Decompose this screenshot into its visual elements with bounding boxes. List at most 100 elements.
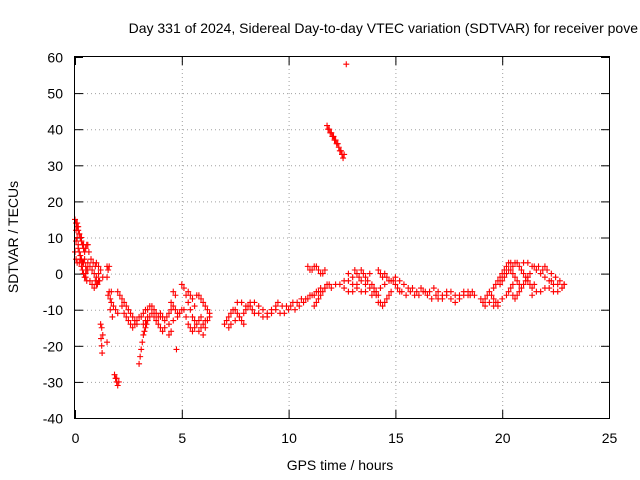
y-axis-label: SDTVAR / TECUs xyxy=(5,181,21,293)
data-point-marker xyxy=(548,277,555,284)
data-point-marker xyxy=(118,295,125,302)
data-point-marker xyxy=(294,299,301,306)
data-point-marker xyxy=(494,299,501,306)
data-point-marker xyxy=(106,263,113,270)
chart-title: Day 331 of 2024, Sidereal Day-to-day VTE… xyxy=(129,20,639,36)
data-point-marker xyxy=(325,126,332,133)
data-point-marker xyxy=(153,317,160,324)
data-point-marker xyxy=(191,303,198,310)
data-point-marker xyxy=(144,306,151,313)
data-point-marker xyxy=(447,295,454,302)
data-point-marker xyxy=(185,321,192,328)
data-point-marker xyxy=(285,306,292,313)
data-point-marker xyxy=(336,281,343,288)
data-point-marker xyxy=(137,353,144,360)
data-point-marker xyxy=(104,339,111,346)
data-point-marker xyxy=(121,299,128,306)
data-point-marker xyxy=(168,328,175,335)
data-point-marker xyxy=(514,292,521,299)
data-point-marker xyxy=(541,263,548,270)
data-point-marker xyxy=(381,270,388,277)
data-point-marker xyxy=(180,306,187,313)
data-point-marker xyxy=(249,306,256,313)
data-point-marker xyxy=(264,313,271,320)
data-point-marker xyxy=(503,292,510,299)
data-point-marker xyxy=(537,270,544,277)
data-point-marker xyxy=(482,295,489,302)
data-point-marker xyxy=(524,277,531,284)
data-point-marker xyxy=(238,317,245,324)
data-point-marker xyxy=(533,266,540,273)
data-point-marker xyxy=(403,292,410,299)
data-point-marker xyxy=(178,281,185,288)
x-tick-label: 5 xyxy=(178,430,186,446)
data-point-marker xyxy=(358,277,365,284)
data-point-marker xyxy=(524,259,531,266)
data-point-marker xyxy=(95,270,102,277)
data-point-marker xyxy=(255,303,262,310)
data-point-marker xyxy=(488,292,495,299)
data-point-marker xyxy=(78,234,85,241)
data-point-marker xyxy=(327,129,334,136)
x-tick-label: 20 xyxy=(495,430,511,446)
data-point-marker xyxy=(358,266,365,273)
data-point-marker xyxy=(360,270,367,277)
data-point-marker xyxy=(105,266,112,273)
data-point-marker xyxy=(255,310,262,317)
data-point-marker xyxy=(398,288,405,295)
data-point-marker xyxy=(93,281,100,288)
data-point-marker xyxy=(165,321,172,328)
data-point-marker xyxy=(95,263,102,270)
data-point-marker xyxy=(189,295,196,302)
data-point-marker xyxy=(432,292,439,299)
data-point-marker xyxy=(300,299,307,306)
data-point-marker xyxy=(486,288,493,295)
data-point-marker xyxy=(161,324,168,331)
data-point-marker xyxy=(86,277,93,284)
data-point-marker xyxy=(93,259,100,266)
data-point-marker xyxy=(351,266,358,273)
y-tick-label: 50 xyxy=(47,86,63,102)
data-point-marker xyxy=(400,281,407,288)
data-point-marker xyxy=(507,266,514,273)
data-point-marker xyxy=(114,310,121,317)
data-point-marker xyxy=(78,263,85,270)
data-point-marker xyxy=(345,277,352,284)
data-point-marker xyxy=(364,277,371,284)
data-point-marker xyxy=(80,270,87,277)
data-point-marker xyxy=(189,313,196,320)
data-point-marker xyxy=(142,324,149,331)
data-point-marker xyxy=(439,295,446,302)
data-point-marker xyxy=(535,263,542,270)
data-point-marker xyxy=(447,288,454,295)
y-tick-label: -30 xyxy=(43,374,63,390)
data-point-marker xyxy=(362,288,369,295)
data-point-marker xyxy=(490,295,497,302)
y-tick-label: 10 xyxy=(47,230,63,246)
y-tick-label: -40 xyxy=(43,411,63,427)
data-point-marker xyxy=(140,310,147,317)
data-point-marker xyxy=(313,263,320,270)
data-point-marker xyxy=(497,281,504,288)
data-point-marker xyxy=(170,317,177,324)
data-point-marker xyxy=(141,328,148,335)
data-point-marker xyxy=(482,303,489,310)
data-point-marker xyxy=(193,321,200,328)
data-point-marker xyxy=(116,292,123,299)
data-point-marker xyxy=(198,313,205,320)
data-point-marker xyxy=(509,263,516,270)
data-point-marker xyxy=(531,281,538,288)
data-point-marker xyxy=(168,299,175,306)
data-point-marker xyxy=(366,270,373,277)
data-point-marker xyxy=(272,306,279,313)
data-point-marker xyxy=(499,295,506,302)
data-point-marker xyxy=(309,292,316,299)
data-point-marker xyxy=(104,274,111,281)
data-point-marker xyxy=(362,274,369,281)
data-point-marker xyxy=(381,281,388,288)
data-point-marker xyxy=(148,310,155,317)
data-point-marker xyxy=(240,310,247,317)
data-point-marker xyxy=(443,292,450,299)
data-point-marker xyxy=(82,274,89,281)
data-points xyxy=(72,61,568,389)
